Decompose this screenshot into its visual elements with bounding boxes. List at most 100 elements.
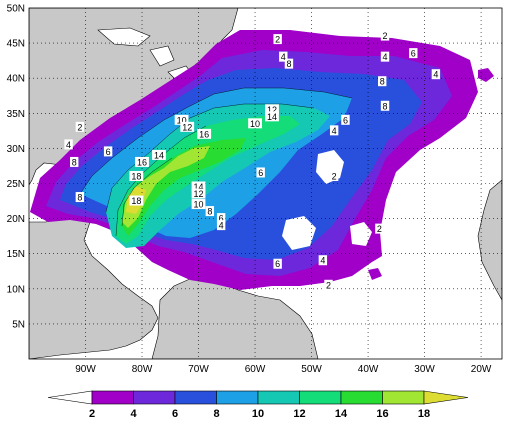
contour-label-background [248, 118, 262, 129]
contour-label-background [329, 125, 339, 136]
contour-value-label: 4 [380, 51, 390, 62]
contour-label-background [191, 199, 206, 210]
contour-value-label: 4 [279, 51, 288, 62]
contour-label-text: 8 [286, 59, 291, 69]
contour-label-background [216, 220, 226, 231]
colorbar-swatch [174, 390, 217, 405]
latitude-label: 20N [7, 214, 25, 225]
contour-label-text: 4 [66, 140, 71, 150]
contour-label-text: 4 [383, 52, 388, 62]
contour-label-background [135, 156, 149, 167]
contour-label-background [318, 255, 328, 266]
colorbar-level-label: 6 [172, 408, 178, 420]
contour-value-label: 4 [64, 139, 73, 150]
contour-label-text: 18 [131, 196, 141, 206]
contour-label-text: 14 [194, 182, 204, 192]
contour-label-text: 6 [258, 168, 263, 178]
contour-label-text: 10 [194, 200, 204, 210]
contour-value-label: 4 [329, 125, 339, 136]
contour-label-text: 6 [411, 49, 416, 59]
contour-label-text: 2 [77, 122, 82, 132]
contour-label-text: 12 [267, 105, 277, 115]
northwest-africa-land [477, 179, 502, 301]
contour-label-background [205, 206, 215, 217]
contour-label-text: 4 [320, 256, 325, 266]
density-band-14-16 [122, 138, 246, 236]
contour-value-label: 10 [248, 118, 262, 129]
longitude-label: 50W [301, 364, 322, 375]
latitude-label: 40N [7, 74, 25, 85]
map-border [28, 7, 503, 360]
longitude-label: 90W [75, 364, 96, 375]
colorbar-level-label: 12 [293, 408, 305, 420]
contour-label-text: 2 [383, 31, 388, 41]
contour-label-text: 4 [219, 221, 224, 231]
contour-label-text: 6 [275, 259, 280, 269]
contour-label-background [341, 114, 350, 125]
contour-label-background [70, 156, 79, 167]
contour-label-background [324, 279, 333, 290]
density-band-16-18 [122, 146, 210, 228]
latitude-label: 30N [7, 144, 25, 155]
contour-label-background [197, 128, 212, 139]
isolated-density-cell [368, 268, 382, 280]
contour-value-label: 12 [191, 188, 206, 199]
contour-value-label: 2 [75, 121, 85, 132]
contour-label-text: 12 [194, 189, 204, 199]
contour-label-text: 6 [106, 147, 111, 157]
colorbar-swatch [257, 390, 300, 405]
contour-label-background [64, 139, 73, 150]
contour-label-text: 8 [380, 77, 385, 87]
colorbar: 2 4 6 8 10 12 14 16 18 [47, 390, 469, 420]
contour-value-label: 6 [341, 114, 350, 125]
contour-line [79, 87, 353, 195]
contour-value-label: 2 [324, 279, 333, 290]
contour-label-text: 8 [383, 101, 388, 111]
density-band-6-8 [354, 104, 384, 146]
contour-value-label: 12 [180, 121, 195, 132]
colorbar-level-label: 10 [252, 408, 264, 420]
contour-label-background [377, 76, 387, 87]
contour-label-text: 4 [332, 126, 337, 136]
contour-label-background [180, 121, 195, 132]
contour-label-background [273, 258, 282, 269]
contour-label-background [129, 170, 144, 181]
longitude-labels: 90W 80W 70W 60W 50W 40W 30W 20W [75, 364, 492, 375]
contour-label-text: 14 [154, 150, 164, 160]
colorbar-swatch [340, 390, 383, 405]
colorbar-swatch [382, 390, 425, 405]
contour-label-background [216, 213, 226, 224]
contour-value-label: 4 [216, 220, 226, 231]
latitude-label: 35N [7, 109, 25, 120]
longitude-label: 20W [471, 364, 492, 375]
contour-label-background [380, 100, 390, 111]
contour-label-text: 14 [267, 112, 277, 122]
contour-label-background [380, 51, 390, 62]
contour-line [105, 103, 315, 213]
contour-value-label: 18 [129, 195, 144, 206]
contour-value-label: 14 [191, 181, 206, 192]
colorbar-lower-extension [47, 390, 93, 405]
latitude-label: 45N [7, 39, 25, 50]
contour-value-label: 8 [377, 76, 387, 87]
colorbar-level-label: 18 [418, 408, 430, 420]
contour-label-text: 8 [72, 157, 77, 167]
low-density-area [350, 222, 372, 246]
low-density-area [282, 216, 316, 250]
contour-label-background [431, 69, 441, 80]
contour-value-label: 8 [284, 58, 294, 69]
longitude-label: 60W [245, 364, 266, 375]
lat-lon-grid [29, 8, 502, 359]
density-band-10-12 [106, 104, 330, 248]
contour-value-label: 4 [318, 255, 328, 266]
contour-label-background [103, 146, 113, 157]
contour-label-background [129, 195, 144, 206]
contour-label-text: 2 [332, 171, 337, 181]
contour-label-background [329, 170, 339, 181]
contour-value-label: 10 [174, 114, 189, 125]
contour-label-text: 10 [250, 119, 260, 129]
contour-label-background [152, 149, 166, 160]
